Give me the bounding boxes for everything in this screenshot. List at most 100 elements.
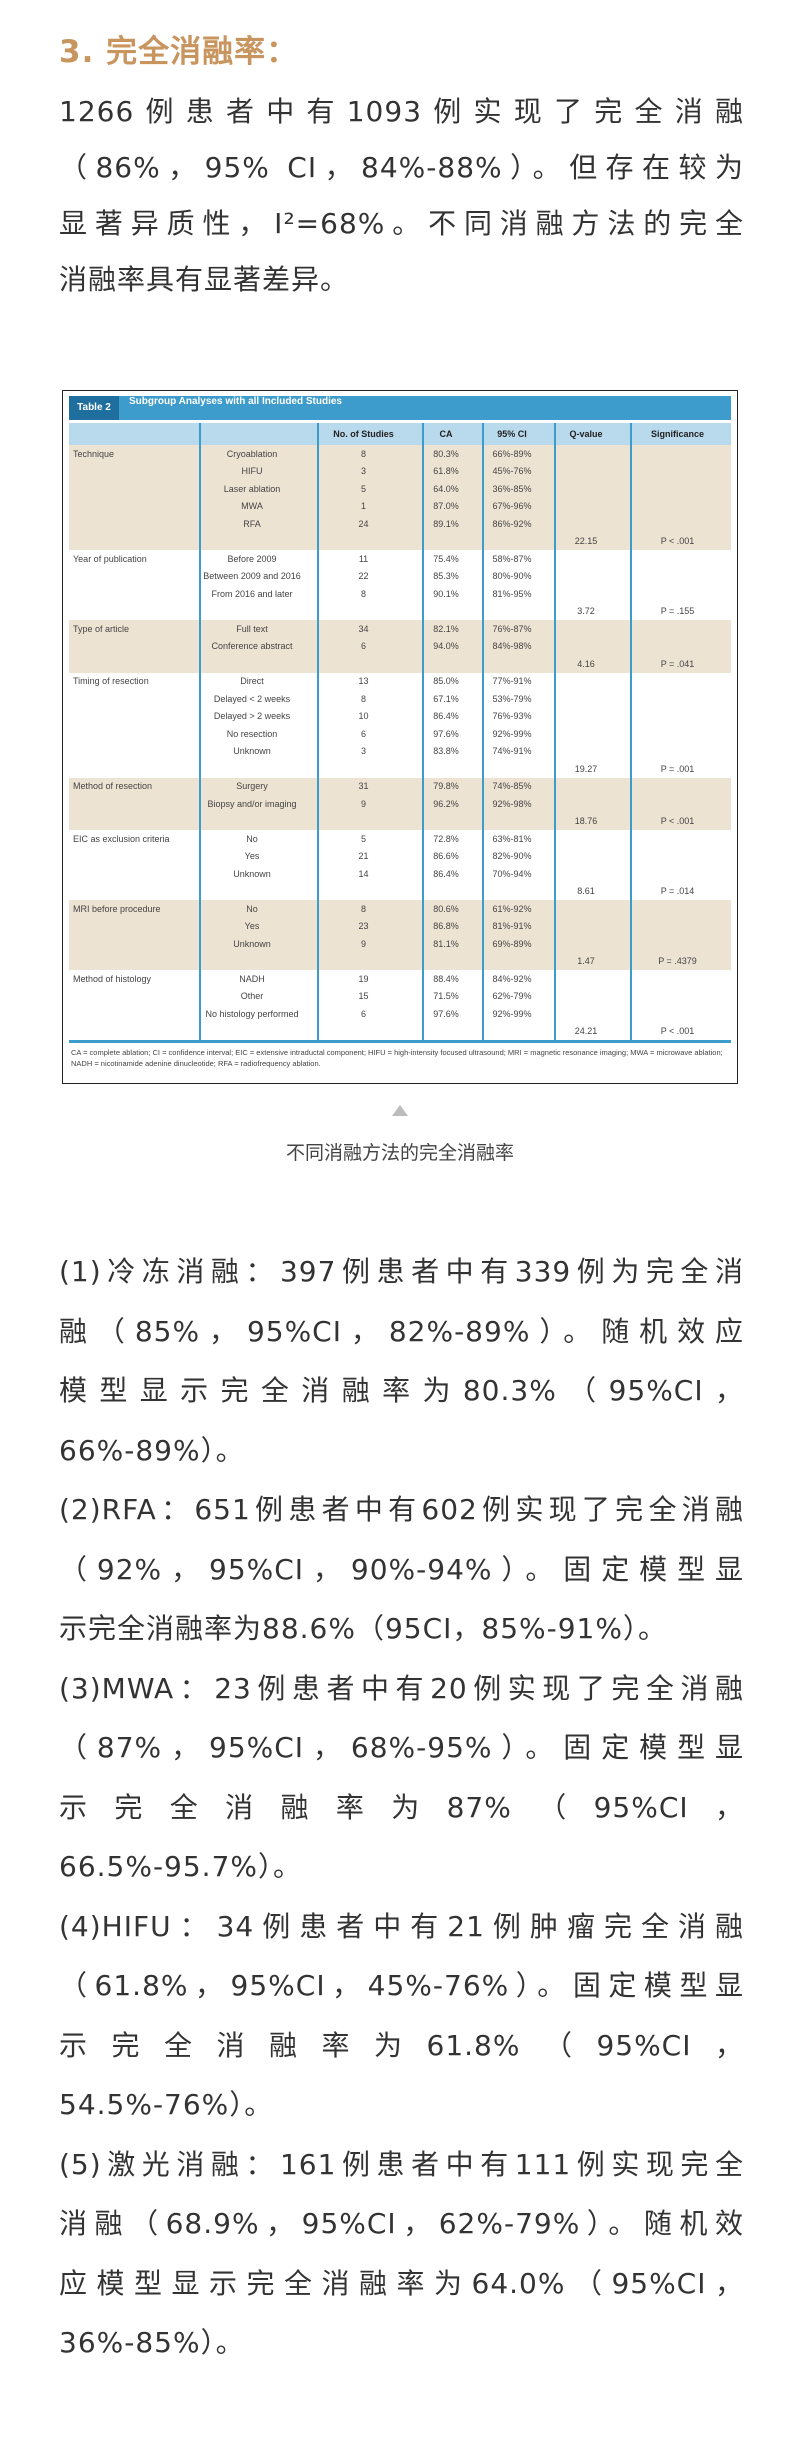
table-row: No histology performed 6 97.6% 92%-99%	[69, 1005, 731, 1023]
table-row: Yes 23 86.8% 81%-91%	[69, 917, 731, 935]
studies-cell: 10	[358, 711, 369, 722]
table-row: Type of article Full text 34 82.1% 76%-87%	[69, 620, 731, 638]
q-value-cell: 19.27	[574, 763, 598, 774]
q-value-cell: 4.16	[577, 658, 595, 669]
studies-cell: 8	[360, 588, 366, 599]
group-label: Method of resection	[73, 781, 153, 792]
studies-cell: 11	[358, 553, 369, 564]
subgroup-cell: HIFU	[241, 466, 263, 477]
table-row: Method of resection Surgery 31 79.8% 74%-85%	[69, 777, 731, 795]
detail-line: 66%-89%）。	[59, 1433, 245, 1467]
table-row: Conference abstract 6 94.0% 84%-98%	[69, 637, 731, 655]
ci-cell: 92%-99%	[492, 728, 532, 739]
detail-line: (4)HIFU：34例患者中有21例肿瘤完全消融	[59, 1909, 744, 1943]
table-row: Method of histology NADH 19 88.4% 84%-92%	[69, 970, 731, 988]
ci-cell: 62%-79%	[492, 991, 532, 1002]
subgroup-cell: Other	[240, 991, 264, 1002]
detail-line: 模型显示完全消融率为80.3%（95%CI，	[59, 1374, 744, 1407]
subgroup-cell: No resection	[226, 728, 278, 739]
ca-cell: 67.1%	[433, 693, 459, 704]
subgroup-cell: No histology performed	[205, 1008, 299, 1019]
column-divider	[422, 423, 424, 1040]
ci-cell: 81%-91%	[492, 921, 532, 932]
ci-cell: 58%-87%	[492, 553, 532, 564]
ca-cell: 97.6%	[433, 728, 459, 739]
group-label: Method of histology	[73, 973, 152, 984]
ci-cell: 61%-92%	[492, 903, 532, 914]
detail-line: 融（85%，95%CI，82%-89%）。随机效应	[59, 1314, 744, 1348]
detail-line: （92%，95%CI，90%-94%）。固定模型显	[59, 1552, 744, 1586]
table-row: HIFU 3 61.8% 45%-76%	[69, 462, 731, 480]
subgroup-cell: Surgery	[236, 781, 268, 792]
detail-line: 消融（68.9%，95%CI，62%-79%）。随机效	[59, 2207, 744, 2240]
table-row: From 2016 and later 8 90.1% 81%-95%	[69, 585, 731, 603]
intro-line: （86%，95% CI，84%-88%）。但存在较为	[59, 151, 744, 184]
group-label: Technique	[73, 448, 115, 459]
ci-cell: 76%-87%	[492, 623, 532, 634]
studies-cell: 34	[358, 623, 369, 634]
subgroup-cell: Yes	[244, 921, 260, 932]
column-divider	[554, 423, 556, 1040]
group-label: Type of article	[73, 623, 130, 634]
ca-cell: 89.1%	[433, 518, 459, 529]
ca-cell: 87.0%	[433, 501, 459, 512]
ci-cell: 67%-96%	[492, 501, 532, 512]
q-value-cell: 1.47	[577, 956, 595, 967]
ca-cell: 80.3%	[433, 448, 459, 459]
ca-cell: 81.1%	[433, 938, 459, 949]
ci-cell: 74%-91%	[492, 746, 532, 757]
group-label: EIC as exclusion criteria	[73, 833, 170, 844]
significance-cell: P = .001	[660, 763, 695, 774]
ca-cell: 79.8%	[433, 781, 459, 792]
subgroup-cell: Biopsy and/or imaging	[207, 798, 297, 809]
studies-cell: 21	[358, 851, 369, 862]
header-significance-col: Significance	[650, 429, 704, 439]
subgroup-cell: Direct	[240, 676, 264, 687]
subgroup-cell: Before 2009	[227, 553, 277, 564]
subgroup-cell: Laser ablation	[223, 483, 281, 494]
subgroup-cell: RFA	[243, 518, 261, 529]
studies-cell: 3	[360, 466, 366, 477]
studies-cell: 14	[358, 868, 369, 879]
subgroup-cell: Conference abstract	[211, 641, 293, 652]
ci-cell: 81%-95%	[492, 588, 532, 599]
ca-cell: 86.4%	[433, 711, 459, 722]
ci-cell: 92%-98%	[492, 798, 532, 809]
studies-cell: 22	[358, 571, 369, 582]
table-title-bar: Table 2 Subgroup Analyses with all Inclu…	[69, 396, 731, 420]
significance-cell: P = .4379	[658, 956, 697, 967]
studies-cell: 15	[358, 991, 369, 1002]
ci-cell: 76%-93%	[492, 711, 532, 722]
table-summary-row: 1.47 P = .4379	[69, 952, 731, 970]
ca-cell: 90.1%	[433, 588, 459, 599]
detail-line: 示完全消融率为87%（95%CI，	[59, 1790, 744, 1824]
ca-cell: 85.0%	[433, 676, 459, 687]
header-ci-col: 95% CI	[497, 429, 527, 439]
column-divider	[317, 423, 319, 1040]
ca-cell: 80.6%	[433, 903, 459, 914]
ca-cell: 82.1%	[433, 623, 459, 634]
ci-cell: 77%-91%	[492, 676, 532, 687]
detail-line: （87%，95%CI，68%-95%）。固定模型显	[59, 1731, 744, 1764]
subgroup-cell: Unknown	[233, 868, 271, 879]
studies-cell: 6	[360, 641, 366, 652]
table-row: MWA 1 87.0% 67%-96%	[69, 497, 731, 515]
table-row: Other 15 71.5% 62%-79%	[69, 988, 731, 1006]
ci-cell: 53%-79%	[492, 693, 532, 704]
table-summary-row: 8.61 P = .014	[69, 883, 731, 901]
table-summary-row: 3.72 P = .155	[69, 603, 731, 621]
caption-triangle-icon	[392, 1105, 408, 1116]
subgroup-cell: MWA	[241, 501, 263, 512]
intro-line: 显著异质性，I²=68%。不同消融方法的完全	[59, 207, 744, 240]
ci-cell: 86%-92%	[492, 518, 532, 529]
ci-cell: 45%-76%	[492, 466, 532, 477]
studies-cell: 31	[358, 781, 369, 792]
table-bottom-rule	[69, 1040, 731, 1043]
table-summary-row: 4.16 P = .041	[69, 655, 731, 673]
header-studies-col: No. of Studies	[333, 429, 394, 439]
ca-cell: 75.4%	[433, 553, 459, 564]
subgroup-cell: Unknown	[233, 938, 271, 949]
ci-cell: 80%-90%	[492, 571, 532, 582]
studies-cell: 5	[360, 833, 366, 844]
studies-cell: 19	[358, 973, 369, 984]
